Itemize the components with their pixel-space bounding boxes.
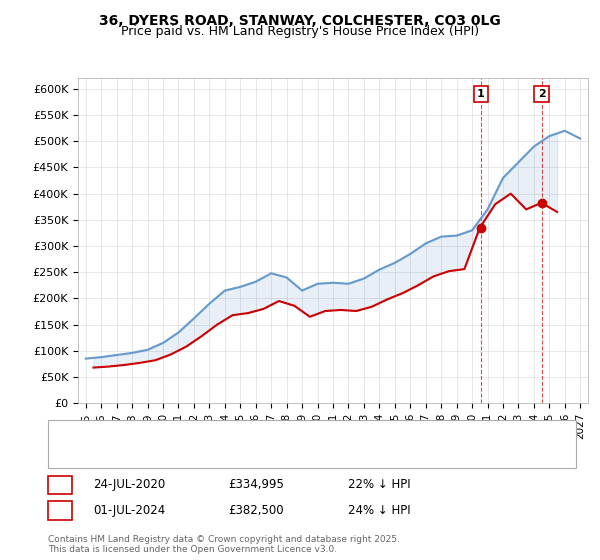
Text: 36, DYERS ROAD, STANWAY, COLCHESTER, CO3 0LG (detached house): 36, DYERS ROAD, STANWAY, COLCHESTER, CO3… <box>90 428 457 438</box>
Text: 36, DYERS ROAD, STANWAY, COLCHESTER, CO3 0LG: 36, DYERS ROAD, STANWAY, COLCHESTER, CO3… <box>99 14 501 28</box>
Text: 24% ↓ HPI: 24% ↓ HPI <box>348 503 410 517</box>
Text: 01-JUL-2024: 01-JUL-2024 <box>93 503 165 517</box>
Text: 1: 1 <box>477 89 485 99</box>
Text: Price paid vs. HM Land Registry's House Price Index (HPI): Price paid vs. HM Land Registry's House … <box>121 25 479 38</box>
Text: £334,995: £334,995 <box>228 478 284 492</box>
Text: Contains HM Land Registry data © Crown copyright and database right 2025.
This d: Contains HM Land Registry data © Crown c… <box>48 535 400 554</box>
Text: 2: 2 <box>538 89 545 99</box>
Text: 24-JUL-2020: 24-JUL-2020 <box>93 478 165 492</box>
Text: 22% ↓ HPI: 22% ↓ HPI <box>348 478 410 492</box>
Text: 2: 2 <box>56 505 64 515</box>
Text: 1: 1 <box>56 480 64 490</box>
Text: HPI: Average price, detached house, Colchester: HPI: Average price, detached house, Colc… <box>90 449 339 459</box>
Text: £382,500: £382,500 <box>228 503 284 517</box>
